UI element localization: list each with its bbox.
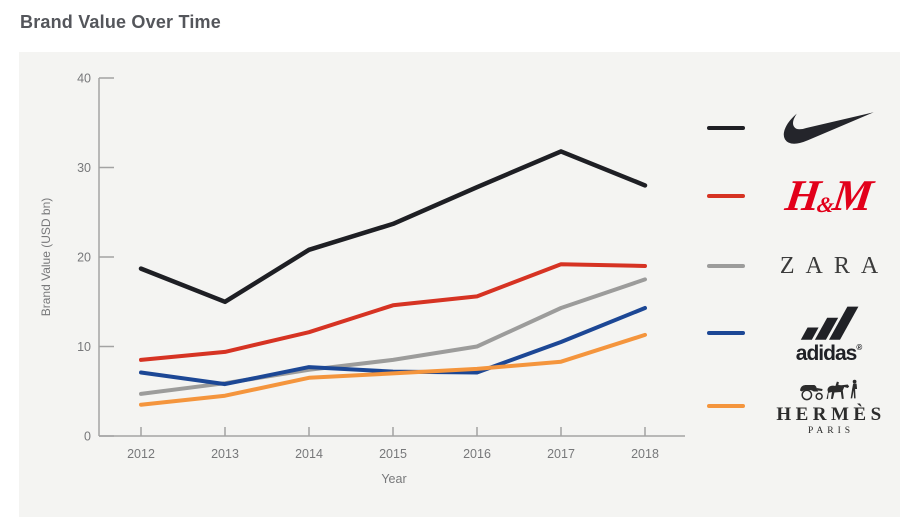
legend-item-hermes: HERMÈS PARIS xyxy=(707,370,897,442)
hermes-carriage-icon xyxy=(799,379,858,401)
svg-text:2015: 2015 xyxy=(379,447,407,461)
svg-text:2012: 2012 xyxy=(127,447,155,461)
zara-logo: ZARA xyxy=(761,254,897,278)
hm-logo-text: H&M xyxy=(782,171,876,220)
svg-text:2018: 2018 xyxy=(631,447,659,461)
svg-text:2017: 2017 xyxy=(547,447,575,461)
svg-text:2016: 2016 xyxy=(463,447,491,461)
hermes-logo-subtext: PARIS xyxy=(807,426,855,437)
chart-legend: H&M ZARA adidas® xyxy=(707,52,897,517)
legend-item-nike xyxy=(707,92,897,164)
legend-item-adidas: adidas® xyxy=(707,297,897,369)
svg-text:0: 0 xyxy=(84,430,91,444)
y-axis-title: Brand Value (USD bn) xyxy=(39,197,53,317)
zara-logo-text: ZARA xyxy=(779,253,890,279)
nike-logo-icon xyxy=(761,107,897,149)
svg-text:40: 40 xyxy=(77,72,91,86)
legend-swatch-zara xyxy=(707,264,745,268)
hermes-logo-text: HERMÈS xyxy=(776,404,886,426)
nike-swoosh-icon xyxy=(783,112,874,144)
legend-swatch-hm xyxy=(707,194,745,198)
legend-swatch-nike xyxy=(707,126,745,130)
svg-text:10: 10 xyxy=(77,340,91,354)
svg-text:2013: 2013 xyxy=(211,447,239,461)
legend-swatch-adidas xyxy=(707,331,745,335)
hermes-logo: HERMÈS PARIS xyxy=(761,375,897,437)
adidas-logo: adidas® xyxy=(761,303,897,364)
svg-text:20: 20 xyxy=(77,251,91,265)
hm-logo: H&M xyxy=(761,171,897,220)
legend-swatch-hermes xyxy=(707,404,745,408)
adidas-logo-text: adidas® xyxy=(795,341,863,365)
page-title: Brand Value Over Time xyxy=(20,12,221,32)
legend-item-hm: H&M xyxy=(707,160,897,232)
line-chart-svg: 0 10 20 30 40 2012 2013 2014 2015 2016 2017 2018 xyxy=(77,72,685,461)
legend-item-zara: ZARA xyxy=(707,230,897,302)
x-axis-title: Year xyxy=(381,472,407,486)
chart-panel: 0 10 20 30 40 2012 2013 2014 2015 2016 2017 2018 Br… xyxy=(19,52,900,517)
svg-text:2014: 2014 xyxy=(295,447,323,461)
svg-text:30: 30 xyxy=(77,161,91,175)
adidas-stripes-icon xyxy=(800,306,859,340)
